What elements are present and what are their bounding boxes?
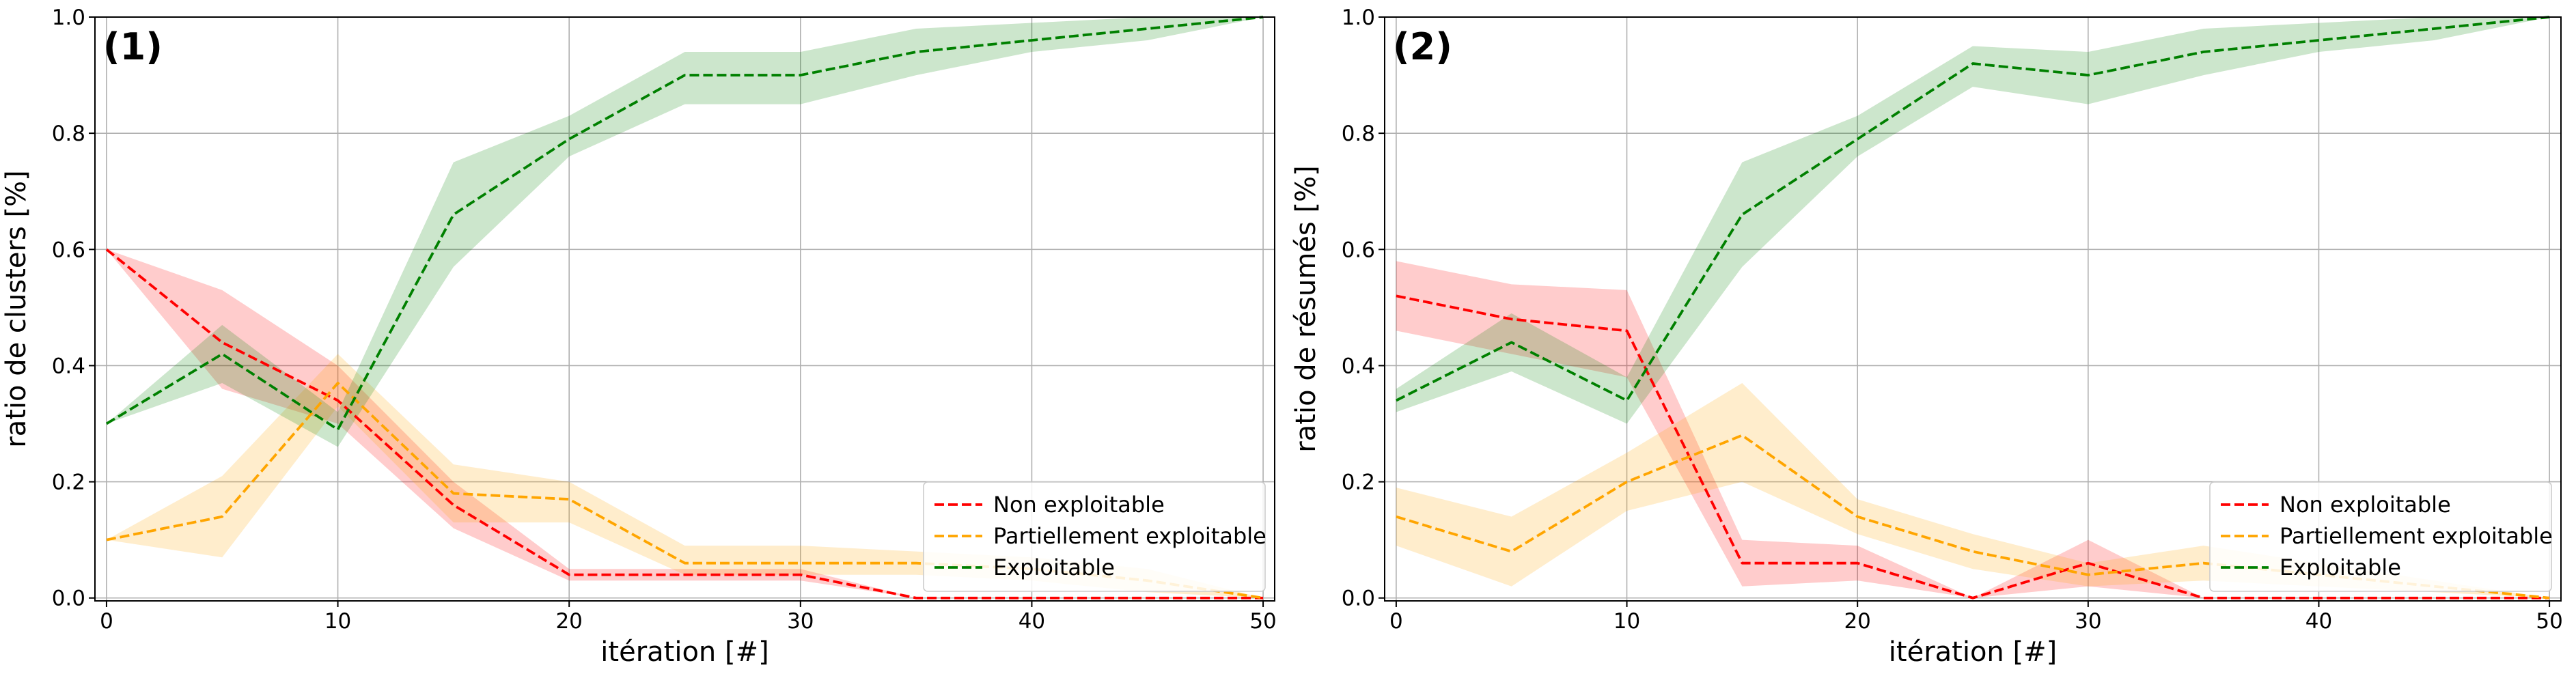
series-line-exploitable [1396,16,2550,402]
legend-label-partiellement-exploitable: Partiellement exploitable [993,523,1266,549]
y-tick-label: 0.8 [52,122,85,146]
y-axis-label: ratio de résumés [%] [1290,165,1322,452]
y-tick-label: 1.0 [1342,5,1375,30]
legend-label-exploitable: Exploitable [2280,554,2401,580]
chart-panel-1: 0 10 20 30 40 50 0.0 0.2 0.4 0.6 0.8 1.0 itération [… [1,5,1277,668]
legend-box [2209,481,2552,592]
band-partiellement-exploitable [106,354,1264,598]
y-tick-label: 0.8 [1342,122,1375,146]
x-tick-label: 40 [2305,609,2332,634]
y-tick-label: 0.6 [1342,238,1375,262]
y-tick-label: 0.4 [52,354,85,378]
x-tick-label: 20 [1844,609,1870,634]
band-exploitable [106,17,1264,447]
x-tick-label: 0 [1389,609,1403,634]
series-line-non-exploitable [105,248,1264,600]
legend-label-exploitable: Exploitable [993,554,1115,580]
y-tick-label: 0.4 [1342,354,1375,378]
x-tick-label: 30 [787,609,814,634]
x-tick-label: 0 [100,609,113,634]
x-tick-label: 20 [555,609,582,634]
y-tick-label: 1.0 [52,5,85,30]
y-tick-label: 0.6 [52,238,85,262]
legend-box [923,481,1266,592]
series-line-non-exploitable [1396,294,2550,600]
y-tick-label: 0.0 [1342,587,1375,611]
x-tick-label: 10 [324,609,351,634]
x-axis-label: itération [#] [600,636,768,668]
x-tick-label: 30 [2075,609,2101,634]
x-tick-label: 40 [1019,609,1045,634]
y-axis-label: ratio de clusters [%] [1,170,32,447]
legend-label-non-exploitable: Non exploitable [2280,492,2451,518]
axes-frame [1384,16,2562,602]
legend: Non exploitable Partiellement exploitable… [923,481,1266,592]
band-exploitable [1396,17,2550,424]
y-tick-label: 0.2 [1342,470,1375,495]
x-tick-label: 10 [1614,609,1640,634]
x-tick-label: 50 [2536,609,2562,634]
band-non-exploitable [1396,261,2550,598]
legend-label-partiellement-exploitable: Partiellement exploitable [2280,523,2553,549]
x-axis-label: itération [#] [1889,636,2057,668]
panel-label: (2) [1393,25,1452,68]
x-tick-label: 50 [1249,609,1276,634]
panel-label: (1) [103,25,163,68]
axes-frame [94,16,1275,602]
series-line-exploitable [105,16,1264,431]
legend: Non exploitable Partiellement exploitable… [2209,481,2553,592]
legend-label-non-exploitable: Non exploitable [993,492,1165,518]
y-tick-label: 0.2 [52,470,85,495]
y-tick-label: 0.0 [52,587,85,611]
chart-panel-2: 0 10 20 30 40 50 0.0 0.2 0.4 0.6 0.8 1.0 itération [… [1290,5,2563,668]
band-partiellement-exploitable [1396,382,2550,598]
